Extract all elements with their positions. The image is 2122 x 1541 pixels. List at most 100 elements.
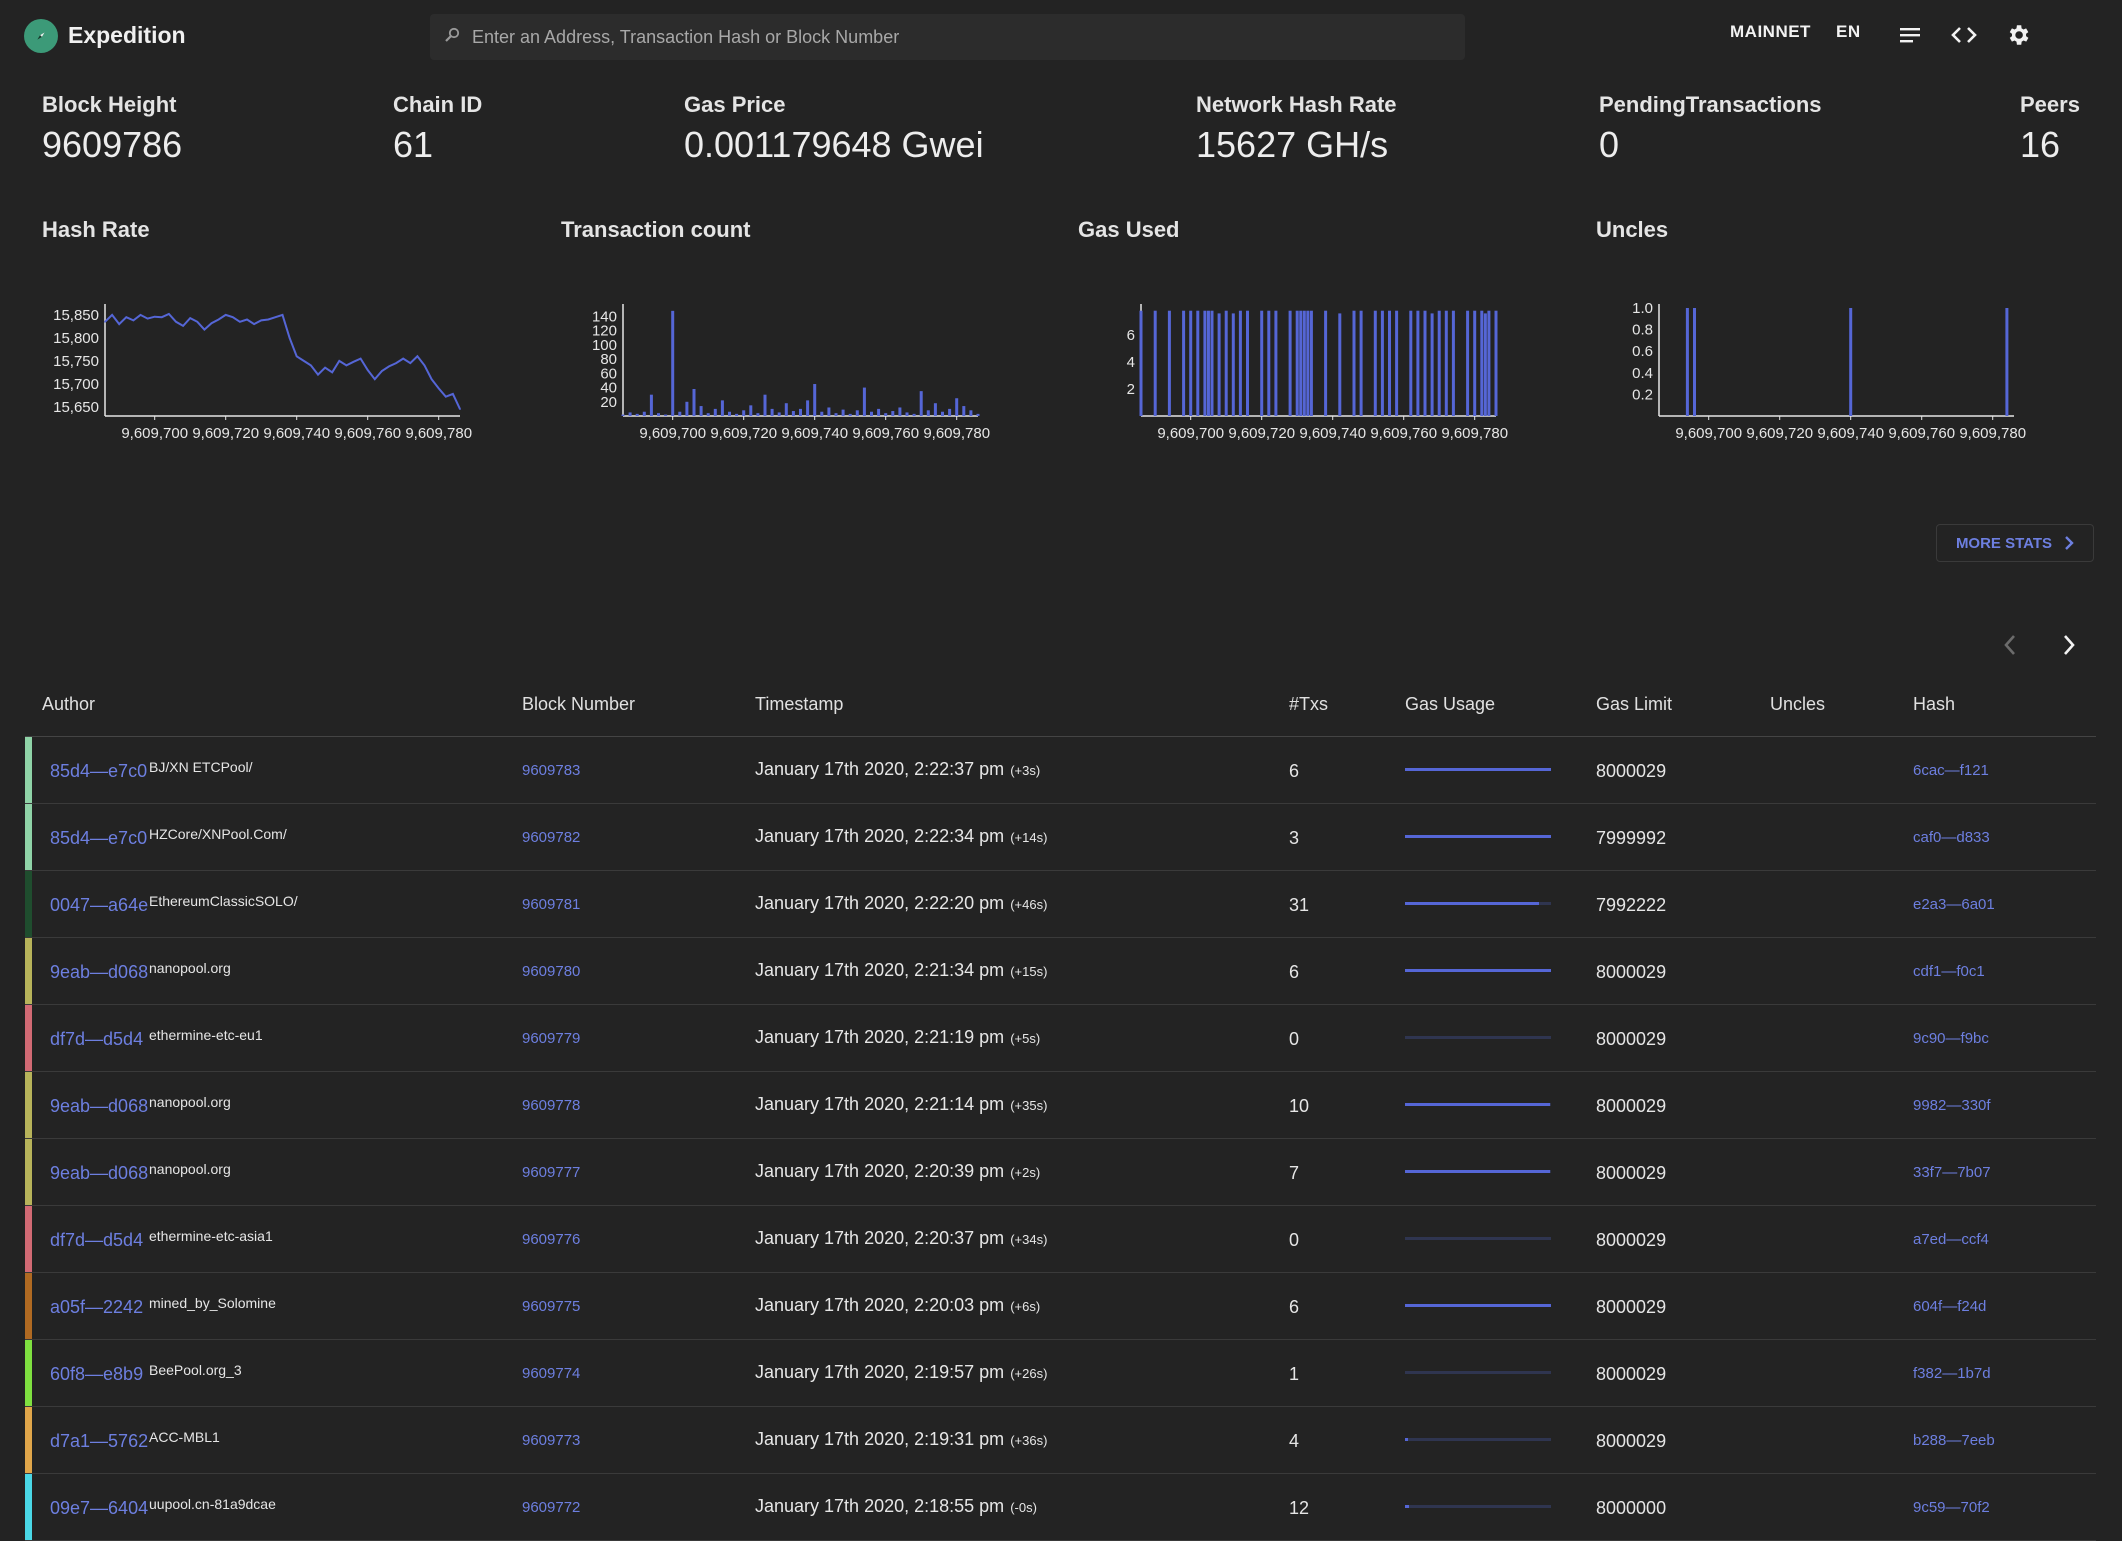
data-bar	[628, 412, 632, 416]
block-hash-link[interactable]: 9c90—f9bc	[1913, 1030, 1989, 1047]
gas-usage-fill	[1405, 835, 1551, 838]
data-point	[146, 317, 149, 320]
stat-label: Chain ID	[393, 92, 483, 117]
timestamp-text: January 17th 2020, 2:19:57 pm	[755, 1362, 1005, 1382]
author-address-link[interactable]: df7d—d5d4	[50, 1230, 144, 1250]
block-number-link[interactable]: 9609776	[522, 1231, 581, 1248]
x-tick-label: 9,609,780	[405, 425, 472, 442]
block-hash-link[interactable]: 9c59—70f2	[1913, 1499, 1990, 1516]
transaction-count-chart-title: Transaction count	[561, 217, 751, 242]
block-number-link[interactable]: 9609775	[522, 1298, 581, 1315]
menu-icon[interactable]	[1895, 20, 1925, 50]
block-number-link[interactable]: 9609772	[522, 1499, 581, 1516]
hash-rate-series-line	[104, 312, 461, 410]
data-point	[352, 360, 355, 363]
hash-rate-chart-title: Hash Rate	[42, 217, 150, 242]
next-page-button[interactable]	[2054, 630, 2084, 660]
block-hash-link[interactable]: 33f7—7b07	[1913, 1164, 1991, 1181]
x-tick-label: 9,609,720	[1746, 425, 1813, 442]
gas-usage-bar	[1405, 969, 1551, 972]
language-selector-button[interactable]: EN	[1836, 22, 1861, 41]
gas-usage-bar	[1405, 1237, 1551, 1240]
search-input[interactable]	[470, 25, 1465, 49]
column-header-timestamp: Timestamp	[755, 694, 844, 714]
block-number-link[interactable]: 9609777	[522, 1164, 581, 1181]
x-tick-label: 9,609,700	[639, 425, 706, 442]
author-address-link[interactable]: a05f—2242	[50, 1297, 144, 1317]
gas-usage-bar	[1405, 1170, 1551, 1173]
block-hash-link[interactable]: caf0—d833	[1913, 829, 1990, 846]
timestamp: January 17th 2020, 2:18:55 pm (-0s)	[755, 1496, 1037, 1517]
data-bar	[962, 406, 966, 416]
data-bar	[1167, 310, 1171, 416]
y-tick-label: 20	[600, 394, 617, 411]
author-address-link[interactable]: 9eab—d068	[50, 962, 149, 982]
gas-usage-fill	[1405, 1304, 1551, 1307]
y-tick-label: 80	[600, 351, 617, 368]
miner-color-bar	[25, 737, 32, 803]
x-tick-label: 9,609,780	[923, 425, 990, 442]
y-tick-label: 120	[592, 323, 617, 340]
block-hash-link[interactable]: f382—1b7d	[1913, 1365, 1991, 1382]
timestamp-text: January 17th 2020, 2:18:55 pm	[755, 1496, 1005, 1516]
block-hash-link[interactable]: 6cac—f121	[1913, 762, 1989, 779]
author-address-link[interactable]: df7d—d5d4	[50, 1029, 144, 1049]
data-bar	[926, 410, 930, 416]
search-bar[interactable]	[430, 14, 1465, 60]
data-bar	[948, 408, 952, 416]
dark-mode-moon-icon[interactable]	[2056, 20, 2086, 50]
y-tick-label: 0.8	[1632, 322, 1653, 339]
timestamp-relative: (-0s)	[1010, 1500, 1037, 1515]
author-address-link[interactable]: 9eab—d068	[50, 1163, 149, 1183]
x-tick-label: 9,609,740	[1299, 425, 1366, 442]
author-address-link[interactable]: 85d4—e7c0	[50, 761, 148, 781]
author-address-link[interactable]: 60f8—e8b9	[50, 1364, 144, 1384]
block-number-link[interactable]: 9609783	[522, 762, 581, 779]
data-bar	[1338, 313, 1342, 416]
block-number-link[interactable]: 9609781	[522, 896, 581, 913]
block-hash-link[interactable]: e2a3—6a01	[1913, 896, 1995, 913]
tx-count: 6	[1289, 1297, 1300, 1317]
more-stats-button[interactable]: MORE STATS	[1936, 524, 2094, 562]
data-point	[303, 360, 305, 362]
data-bar	[685, 401, 689, 416]
block-number-link[interactable]: 9609779	[522, 1030, 581, 1047]
block-hash-link[interactable]: cdf1—f0c1	[1913, 963, 1985, 980]
stat-label: Gas Price	[684, 92, 786, 117]
code-icon[interactable]	[1949, 20, 1979, 50]
author-address-link[interactable]: 9eab—d068	[50, 1096, 149, 1116]
network-selector-button[interactable]: MAINNET	[1730, 22, 1811, 41]
tx-count: 1	[1289, 1364, 1300, 1384]
y-tick-label: 0.2	[1632, 386, 1653, 403]
block-number-link[interactable]: 9609782	[522, 829, 581, 846]
data-point	[260, 319, 262, 322]
author-address-link[interactable]: 0047—a64e	[50, 895, 149, 915]
data-bar	[941, 411, 944, 416]
more-stats-label: MORE STATS	[1955, 534, 2053, 552]
author-address-link[interactable]: 09e7—6404	[50, 1498, 149, 1518]
previous-page-button[interactable]	[1995, 630, 2025, 660]
block-hash-link[interactable]: 604f—f24d	[1913, 1298, 1987, 1315]
gas-price-stat: Gas Price 0.001179648 Gwei	[684, 92, 984, 166]
block-hash-link[interactable]: 9982—330f	[1913, 1097, 1991, 1114]
compass-logo-icon[interactable]	[24, 19, 58, 53]
block-number-link[interactable]: 9609778	[522, 1097, 581, 1114]
gas-limit: 7992222	[1596, 895, 1667, 915]
gas-usage-bar	[1405, 1036, 1551, 1039]
data-bar	[1451, 310, 1455, 416]
data-point	[430, 378, 433, 381]
block-number-link[interactable]: 9609774	[522, 1365, 581, 1382]
settings-gear-icon[interactable]	[2003, 20, 2033, 50]
data-point	[374, 378, 376, 381]
author-address-link[interactable]: 85d4—e7c0	[50, 828, 148, 848]
data-bar	[1196, 310, 1200, 416]
x-tick-label: 9,609,700	[121, 425, 188, 442]
block-number-link[interactable]: 9609780	[522, 963, 581, 980]
block-hash-link[interactable]: a7ed—ccf4	[1913, 1231, 1989, 1248]
app-title[interactable]: Expedition	[68, 22, 186, 48]
timestamp-text: January 17th 2020, 2:21:14 pm	[755, 1094, 1005, 1114]
block-hash-link[interactable]: b288—7eeb	[1913, 1432, 1995, 1449]
author-address-link[interactable]: d7a1—5762	[50, 1431, 149, 1451]
block-number-link[interactable]: 9609773	[522, 1432, 581, 1449]
data-bar	[1153, 310, 1157, 416]
